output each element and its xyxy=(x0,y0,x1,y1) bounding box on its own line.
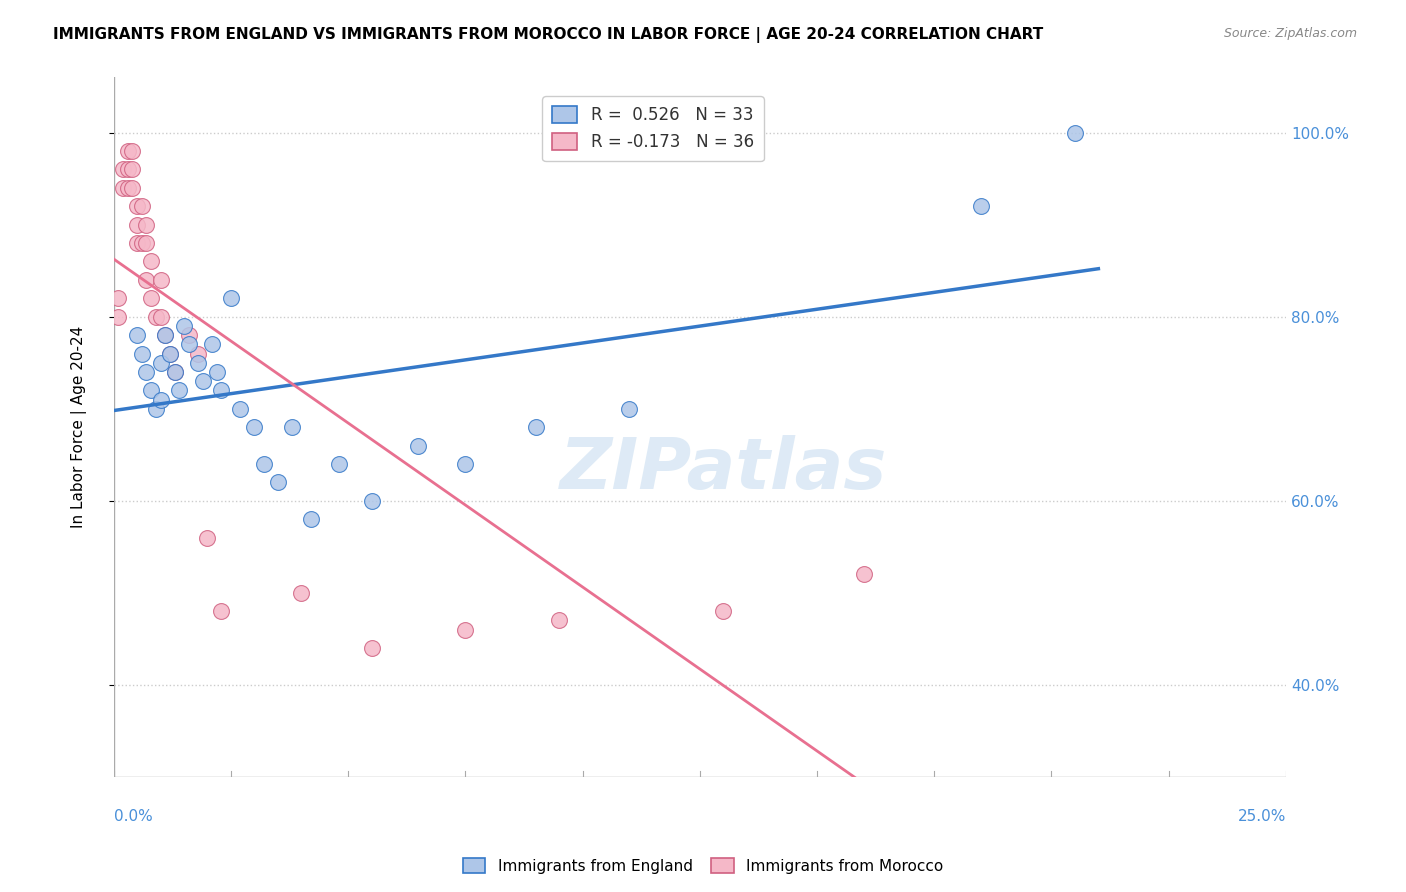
Point xyxy=(253,457,276,471)
Text: Source: ZipAtlas.com: Source: ZipAtlas.com xyxy=(1223,27,1357,40)
Point xyxy=(243,420,266,434)
Point xyxy=(135,365,157,379)
Point xyxy=(121,162,143,177)
Point xyxy=(177,328,200,343)
Point xyxy=(131,346,153,360)
Point xyxy=(163,365,186,379)
Point xyxy=(131,236,153,251)
Point xyxy=(197,531,219,545)
Point xyxy=(281,420,304,434)
Point xyxy=(159,346,181,360)
Point xyxy=(187,346,209,360)
Point xyxy=(619,401,641,416)
Point xyxy=(169,384,191,398)
Point xyxy=(205,365,228,379)
Point xyxy=(139,291,162,305)
Point xyxy=(191,374,214,388)
Point xyxy=(187,356,209,370)
Text: 25.0%: 25.0% xyxy=(1237,809,1286,824)
Point xyxy=(135,273,157,287)
Point xyxy=(852,567,875,582)
Point xyxy=(173,318,195,333)
Point xyxy=(149,392,172,407)
Point xyxy=(163,365,186,379)
Point xyxy=(211,604,233,618)
Point xyxy=(524,420,547,434)
Point xyxy=(139,254,162,268)
Point xyxy=(229,401,252,416)
Point xyxy=(548,614,571,628)
Point xyxy=(135,218,157,232)
Point xyxy=(267,475,290,490)
Point xyxy=(149,356,172,370)
Point xyxy=(125,218,148,232)
Point xyxy=(145,401,167,416)
Point xyxy=(131,199,153,213)
Text: 0.0%: 0.0% xyxy=(114,809,152,824)
Point xyxy=(107,310,129,324)
Point xyxy=(107,291,129,305)
Point xyxy=(155,328,177,343)
Point xyxy=(454,623,477,637)
Point xyxy=(111,181,134,195)
Point xyxy=(121,181,143,195)
Point xyxy=(111,162,134,177)
Point xyxy=(121,144,143,158)
Point xyxy=(117,162,139,177)
Point xyxy=(135,236,157,251)
Point xyxy=(139,384,162,398)
Point xyxy=(328,457,350,471)
Point xyxy=(149,273,172,287)
Point xyxy=(117,181,139,195)
Point xyxy=(408,438,430,452)
Point xyxy=(155,328,177,343)
Point xyxy=(145,310,167,324)
Text: IMMIGRANTS FROM ENGLAND VS IMMIGRANTS FROM MOROCCO IN LABOR FORCE | AGE 20-24 CO: IMMIGRANTS FROM ENGLAND VS IMMIGRANTS FR… xyxy=(53,27,1043,43)
Point xyxy=(290,586,312,600)
Point xyxy=(117,144,139,158)
Y-axis label: In Labor Force | Age 20-24: In Labor Force | Age 20-24 xyxy=(72,326,87,528)
Point xyxy=(299,512,322,526)
Point xyxy=(125,199,148,213)
Point xyxy=(177,337,200,351)
Legend: R =  0.526   N = 33, R = -0.173   N = 36: R = 0.526 N = 33, R = -0.173 N = 36 xyxy=(543,96,763,161)
Point xyxy=(201,337,224,351)
Point xyxy=(211,384,233,398)
Text: ZIPatlas: ZIPatlas xyxy=(560,434,887,504)
Point xyxy=(970,199,993,213)
Point xyxy=(159,346,181,360)
Point xyxy=(219,291,242,305)
Point xyxy=(125,236,148,251)
Point xyxy=(454,457,477,471)
Point xyxy=(360,640,382,655)
Legend: Immigrants from England, Immigrants from Morocco: Immigrants from England, Immigrants from… xyxy=(457,852,949,880)
Point xyxy=(360,493,382,508)
Point xyxy=(711,604,734,618)
Point xyxy=(1064,126,1087,140)
Point xyxy=(125,328,148,343)
Point xyxy=(149,310,172,324)
